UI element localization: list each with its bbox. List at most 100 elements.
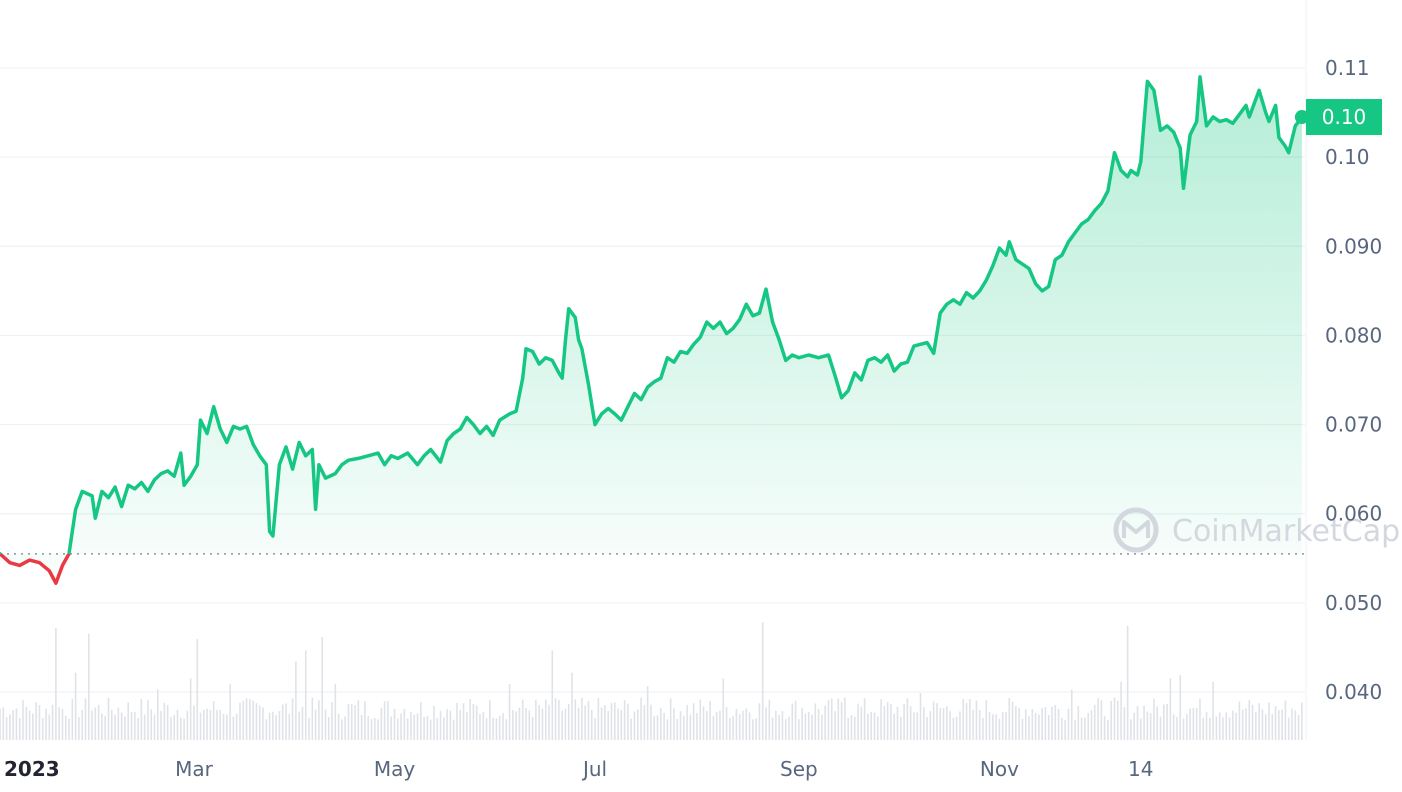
price-area-fill xyxy=(0,76,1302,584)
volume-bar xyxy=(1057,708,1060,740)
volume-bar xyxy=(613,702,616,740)
price-line-up[interactable] xyxy=(0,75,1304,583)
volume-bar xyxy=(226,714,228,740)
volume-bar xyxy=(1215,716,1218,740)
volume-bar xyxy=(350,704,353,740)
volume-bar xyxy=(334,684,337,740)
volume-bar xyxy=(1245,708,1247,740)
volume-bar xyxy=(633,711,636,740)
volume-bar xyxy=(561,710,563,740)
volume-bar xyxy=(176,709,179,740)
x-tick-label: Jul xyxy=(581,757,607,781)
volume-bar xyxy=(1005,712,1007,740)
volume-bar xyxy=(1001,711,1004,740)
volume-bar xyxy=(607,711,609,740)
volume-bar xyxy=(653,716,656,740)
volume-bar xyxy=(1021,718,1024,740)
volume-bar xyxy=(988,712,991,740)
volume-bar xyxy=(781,711,784,740)
volume-bar xyxy=(748,712,751,740)
volume-bar xyxy=(160,710,162,740)
x-axis-ticks: 2023 Mar May Jul Sep Nov 14 xyxy=(4,757,1154,781)
volume-bar xyxy=(1011,701,1014,740)
volume-bar xyxy=(281,704,284,740)
volume-bar xyxy=(1179,675,1182,740)
volume-bar xyxy=(853,716,856,740)
volume-bar xyxy=(702,706,705,740)
volume-bar xyxy=(272,711,274,740)
volume-bar xyxy=(558,699,560,740)
volume-bar xyxy=(1067,708,1070,740)
volume-bar xyxy=(715,712,718,740)
watermark-text: CoinMarketCap xyxy=(1172,514,1400,549)
volume-bar xyxy=(1047,715,1050,740)
volume-bar xyxy=(502,713,504,740)
volume-bar xyxy=(771,717,774,740)
volume-bar xyxy=(969,699,971,740)
volume-bar xyxy=(896,706,899,740)
volume-bar xyxy=(577,707,580,740)
volume-bar xyxy=(1235,712,1237,740)
volume-bar xyxy=(1271,714,1274,740)
volume-bar xyxy=(304,650,307,740)
volume-bar xyxy=(51,704,54,740)
volume-bar xyxy=(1110,700,1112,740)
volume-bar xyxy=(1090,710,1093,740)
volume-bar xyxy=(301,706,304,740)
volume-bar xyxy=(886,702,889,740)
volume-bar xyxy=(58,707,60,740)
volume-bar xyxy=(883,705,886,740)
volume-bar xyxy=(390,716,393,740)
volume-bar xyxy=(420,702,422,740)
volume-bar xyxy=(1248,699,1251,740)
volume-bar xyxy=(1044,707,1047,740)
volume-bar xyxy=(959,711,961,740)
volume-bar xyxy=(117,707,120,740)
volume-bar xyxy=(137,718,139,740)
volume-bar xyxy=(1205,711,1208,740)
volume-bar xyxy=(222,713,225,740)
volume-bar xyxy=(22,700,24,740)
volume-bar xyxy=(784,719,787,740)
coinmarketcap-logo-icon xyxy=(1113,507,1159,553)
volume-bar xyxy=(1018,707,1020,740)
volume-bar xyxy=(1087,713,1089,740)
volume-bar xyxy=(298,711,300,740)
latest-price-dot[interactable] xyxy=(1294,110,1309,125)
volume-bar xyxy=(1139,718,1142,740)
volume-bar xyxy=(617,708,619,740)
volume-bar xyxy=(738,714,741,740)
volume-bar xyxy=(462,703,465,740)
volume-bar xyxy=(1038,714,1040,740)
volume-bar xyxy=(1186,714,1188,740)
volume-bar xyxy=(1228,717,1231,740)
y-tick-label: 0.060 xyxy=(1325,502,1382,526)
volume-bar xyxy=(1202,717,1205,740)
volume-bar xyxy=(209,710,212,740)
volume-bar xyxy=(850,715,853,740)
volume-bar xyxy=(1238,701,1241,740)
volume-bar xyxy=(383,701,386,740)
volume-bar xyxy=(1268,702,1270,740)
volume-bar xyxy=(814,703,817,740)
y-tick-label: 0.080 xyxy=(1325,323,1382,347)
volume-bar xyxy=(1301,702,1303,740)
volume-bar xyxy=(515,711,517,740)
volume-bar xyxy=(255,703,258,740)
volume-bar xyxy=(669,698,672,740)
volume-bar xyxy=(646,686,649,740)
volume-bar xyxy=(689,714,692,740)
volume-bar xyxy=(998,718,1001,740)
volume-bar xyxy=(876,716,879,740)
volume-bar xyxy=(725,707,728,740)
volume-bar xyxy=(482,711,485,740)
volume-bar xyxy=(373,718,376,740)
y-tick-label: 0.11 xyxy=(1325,56,1370,80)
volume-bar xyxy=(1153,698,1155,740)
volume-bar xyxy=(166,705,169,740)
volume-bar xyxy=(985,699,988,740)
volume-bar xyxy=(341,719,343,740)
volume-bar xyxy=(860,706,863,740)
volume-bar xyxy=(1074,719,1076,740)
